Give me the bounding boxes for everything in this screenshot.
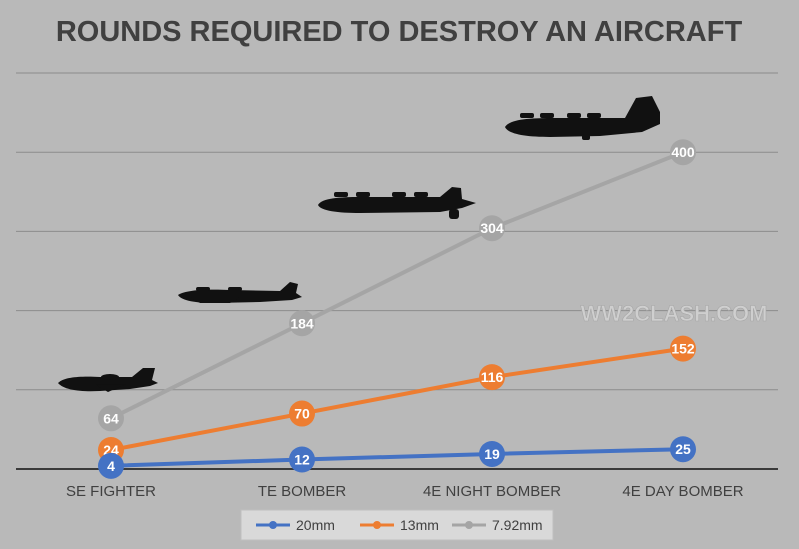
data-label: 184	[290, 315, 314, 331]
four-engine-day-bomber-silhouette-icon	[505, 96, 660, 140]
data-label: 152	[671, 341, 695, 357]
data-point	[289, 446, 315, 473]
data-label: 116	[481, 369, 504, 385]
data-label: 4	[107, 458, 115, 474]
data-label: 70	[294, 406, 310, 422]
legend-label: 7.92mm	[492, 517, 543, 533]
x-tick-label: TE BOMBER	[258, 483, 347, 500]
data-label: 19	[484, 446, 500, 462]
x-axis-labels: SE FIGHTER TE BOMBER 4E NIGHT BOMBER 4E DAY…	[66, 483, 744, 500]
chart-title: ROUNDS REQUIRED TO DESTROY AN AIRCRAFT	[56, 16, 743, 48]
legend-label: 13mm	[400, 517, 439, 533]
series-line	[109, 150, 685, 421]
watermark: WW2CLASH.COM	[581, 301, 768, 326]
legend: 20mm 13mm 7.92mm	[240, 509, 554, 541]
data-point	[670, 436, 696, 463]
data-label: 25	[675, 441, 691, 457]
data-point	[479, 364, 505, 391]
data-point	[670, 335, 696, 362]
legend-label: 20mm	[296, 517, 335, 533]
x-tick-label: SE FIGHTER	[66, 483, 156, 500]
x-tick-label: 4E NIGHT BOMBER	[423, 483, 561, 500]
data-label: 400	[671, 144, 695, 160]
data-point	[289, 310, 315, 337]
data-point	[479, 440, 505, 467]
legend-marker	[269, 521, 277, 529]
series-line	[109, 447, 685, 468]
data-point	[479, 215, 505, 242]
data-label: 304	[480, 220, 504, 236]
data-point	[289, 400, 315, 427]
data-point	[98, 405, 124, 432]
legend-marker	[373, 521, 381, 529]
twin-engine-bomber-silhouette-icon	[178, 282, 302, 303]
legend-marker	[465, 521, 473, 529]
data-point	[98, 452, 124, 479]
series-line	[109, 346, 685, 452]
data-point	[670, 139, 696, 166]
data-label: 64	[103, 410, 119, 426]
x-tick-label: 4E DAY BOMBER	[622, 483, 743, 500]
gridlines	[16, 72, 778, 470]
data-label: 12	[294, 451, 310, 467]
legend-box	[240, 509, 554, 541]
four-engine-night-bomber-silhouette-icon	[318, 187, 476, 219]
fighter-silhouette-icon	[58, 368, 158, 392]
